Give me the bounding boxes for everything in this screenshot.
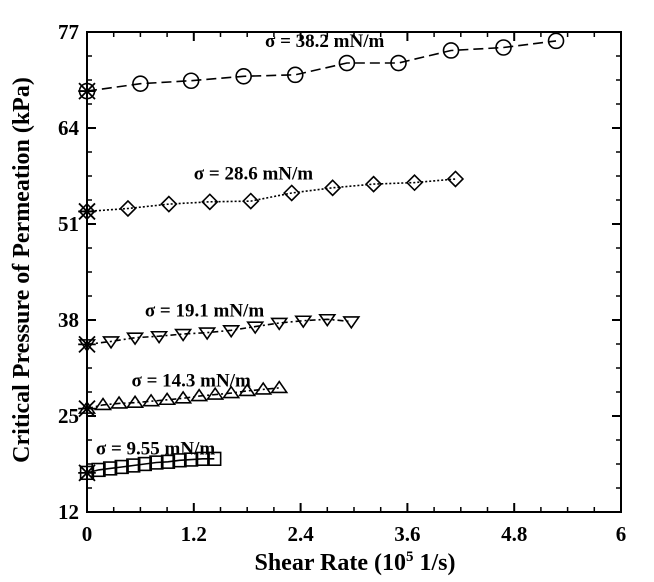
series-line [86, 318, 352, 346]
triangle-down-marker [342, 316, 361, 330]
y-tick-label: 12 [58, 500, 79, 524]
triangle-down-marker [126, 332, 145, 346]
tick-labels: 0 1.2 2.4 3.6 4.8 6 12 25 38 51 64 77 [58, 20, 626, 546]
x-tick-label: 1.2 [181, 522, 207, 546]
circle-marker [442, 42, 460, 59]
triangle-up-marker [206, 386, 225, 400]
series-2 [78, 170, 465, 221]
square-marker [102, 461, 118, 476]
y-tick-label: 77 [58, 20, 79, 44]
asterisk-marker [78, 202, 96, 221]
square-marker [172, 453, 187, 468]
y-tick-label: 38 [58, 308, 79, 332]
triangle-up-marker [126, 394, 145, 409]
series-label: σ = 14.3 mN/m [132, 370, 251, 391]
diamond-marker [283, 184, 301, 202]
triangle-down-marker [198, 327, 217, 341]
asterisk-marker [78, 464, 96, 482]
circle-marker [390, 54, 407, 72]
square-marker [114, 459, 129, 475]
axis-ticks [86, 31, 622, 513]
data-series [77, 32, 565, 482]
triangle-up-marker [270, 380, 289, 394]
triangle-up-marker [254, 381, 273, 395]
series-label: σ = 9.55 mN/m [96, 438, 215, 459]
square-marker [207, 451, 222, 467]
triangle-down-marker [294, 315, 313, 329]
triangle-up-marker [77, 400, 97, 414]
x-tick-label: 3.6 [394, 522, 420, 546]
triangle-up-marker [238, 383, 257, 397]
x-tick-label: 4.8 [501, 522, 527, 546]
square-marker [160, 454, 176, 469]
square-marker [149, 455, 164, 470]
circle-marker [338, 54, 356, 72]
square-marker [137, 456, 153, 472]
circle-marker [132, 75, 149, 92]
series-label: σ = 19.1 mN/m [145, 300, 264, 321]
triangle-down-marker [270, 317, 289, 331]
y-tick-label: 64 [58, 116, 80, 140]
circle-marker [495, 39, 512, 56]
diamond-marker [364, 175, 383, 193]
series-labels: σ = 38.2 mN/m σ = 28.6 mN/m σ = 19.1 mN/m σ… [96, 31, 385, 460]
triangle-down-marker [150, 330, 169, 345]
x-axis-title-main: Shear Rate (10 [254, 550, 406, 576]
triangle-up-marker [110, 395, 129, 409]
triangle-down-marker [77, 339, 97, 353]
x-axis-title: Shear Rate (105 1/s) [254, 549, 455, 576]
triangle-down-marker [318, 313, 337, 328]
triangle-down-marker [174, 328, 193, 342]
x-axis-title-tail: 1/s) [414, 550, 456, 576]
diamond-marker [242, 192, 260, 210]
triangle-up-marker [190, 388, 209, 402]
series-line [86, 387, 280, 410]
series-line [86, 40, 557, 92]
triangle-up-marker [142, 393, 161, 407]
y-tick-label: 51 [58, 212, 79, 236]
triangle-up-marker [174, 390, 193, 404]
circle-marker [182, 72, 200, 90]
square-marker [126, 458, 141, 473]
x-tick-label: 6 [616, 522, 627, 546]
asterisk-marker [78, 82, 96, 100]
triangle-up-marker [222, 385, 241, 399]
triangle-up-marker [93, 397, 113, 411]
asterisk-marker [78, 399, 96, 418]
circle-marker [547, 32, 565, 50]
circle-marker [235, 68, 252, 85]
square-marker [91, 462, 106, 478]
diamond-marker [405, 174, 424, 192]
x-tick-label: 0 [82, 522, 93, 546]
x-axis-title-superscript: 5 [406, 549, 414, 565]
x-tick-label: 2.4 [287, 522, 314, 546]
y-axis-title: Critical Pressure of Permeation (kPa) [9, 77, 35, 463]
square-marker [183, 452, 199, 467]
triangle-down-marker [102, 336, 121, 350]
series-3 [77, 313, 361, 354]
diamond-marker [201, 193, 219, 211]
y-tick-label: 25 [58, 404, 79, 428]
diamond-marker [446, 170, 465, 188]
diamond-marker [119, 199, 137, 218]
circle-marker [286, 66, 304, 84]
series-label: σ = 38.2 mN/m [265, 31, 384, 52]
series-line [86, 178, 456, 213]
diamond-marker [324, 179, 342, 197]
series-5 [78, 451, 222, 482]
diamond-marker [78, 202, 96, 221]
square-marker [195, 451, 210, 467]
triangle-down-marker [222, 325, 241, 339]
diamond-marker [160, 195, 178, 213]
series-label: σ = 28.6 mN/m [194, 164, 313, 185]
series-1 [78, 32, 565, 100]
asterisk-marker [78, 335, 96, 354]
triangle-up-marker [158, 391, 177, 406]
series-4 [77, 380, 289, 418]
triangle-down-marker [246, 321, 265, 335]
